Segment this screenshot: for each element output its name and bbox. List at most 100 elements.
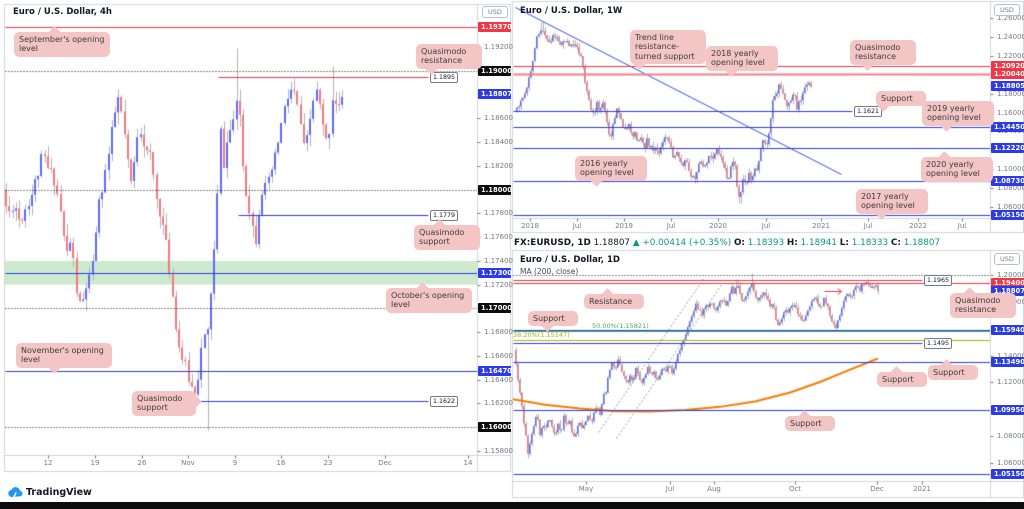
axis-level-label: 1.05150 [991, 469, 1024, 480]
axis-date-label: May [578, 485, 594, 493]
axis-price-tick: 1.10000 [997, 165, 1024, 174]
drawn-line-price-label[interactable]: 1.1495 [924, 337, 953, 349]
axis-date-label: Jul [572, 222, 582, 230]
axis-date-label: Oct [788, 485, 802, 493]
axis-price-tick: 1.12000 [997, 378, 1024, 387]
axis-price-tick: 1.06000 [997, 203, 1024, 211]
axis-price-tick: 1.16400 [484, 375, 513, 384]
callout-2016-yearly-opening-level[interactable]: 2016 yearly opening level [575, 156, 647, 187]
callout-resistance[interactable]: Resistance [584, 288, 644, 310]
axis-date-label: 2022 [909, 222, 927, 230]
callout-2018-yearly-opening-level[interactable]: 2018 yearly opening level [706, 46, 778, 77]
axis-price-tick: 1.08000 [997, 184, 1024, 193]
callout-october-s-opening-level[interactable]: October's opening level [386, 282, 472, 313]
ohlc-strip: FX:EURUSD, 1D 1.18807 ▲ +0.00414 (+0.35%… [514, 238, 940, 248]
callout-quasimodo-resistance[interactable]: Quasimodo resistance [850, 40, 916, 71]
current-price-label: 1.18807 [991, 286, 1024, 297]
drawn-line-price-label[interactable]: 1.1621 [854, 105, 883, 117]
up-arrow-icon: ▲ [632, 238, 640, 248]
cloud-icon [8, 487, 23, 498]
strip-low-label: L: [839, 238, 849, 248]
usd-axis-button[interactable]: USD [994, 253, 1020, 265]
panel-title-1w[interactable]: Euro / U.S. Dollar, 1W [520, 6, 623, 16]
axis-date-label: 2019 [615, 222, 633, 230]
axis-level-label: 1.18000 [478, 184, 512, 195]
strip-close-label: C: [890, 238, 901, 248]
axis-price-tick: 1.18400 [484, 138, 513, 147]
axis-price-tick: 1.18600 [484, 114, 513, 123]
axis-price-tick: 1.14000 [997, 351, 1024, 360]
callout-september-s-opening-level[interactable]: September's opening level [14, 26, 110, 57]
strip-open-label: O: [733, 238, 745, 248]
axis-price-tick: 1.17600 [484, 233, 513, 242]
callout-support[interactable]: Support [877, 366, 927, 388]
fib-level-label[interactable]: 38.20%(1.15147) [513, 331, 570, 340]
bottom-bar [0, 502, 1024, 509]
axis-date-label: 26 [137, 459, 147, 467]
axis-level-label: 1.08730 [991, 176, 1024, 187]
callout-support[interactable]: Support [876, 91, 926, 113]
axis-level-label: 1.17000 [478, 303, 512, 314]
axis-date-label: Jul [761, 222, 771, 230]
indicator-legend-ma200[interactable]: MA (200, close) [520, 267, 579, 276]
axis-level-label: 1.19000 [478, 66, 512, 76]
callout-support[interactable]: Support [528, 311, 578, 333]
axis-level-label: 1.20920 [991, 61, 1024, 71]
axis-date-label: 2021 [913, 485, 931, 493]
axis-level-label: 1.20040 [991, 69, 1024, 80]
callout-november-s-opening-level[interactable]: November's opening level [16, 343, 112, 374]
callout-support[interactable]: Support [785, 410, 835, 432]
strip-low: 1.18333 [851, 238, 889, 248]
axis-price-tick: 1.16800 [484, 328, 513, 337]
panel-title-4h[interactable]: Euro / U.S. Dollar, 4h [13, 7, 112, 17]
axis-date-label: 16 [276, 459, 286, 467]
axis-price-tick: 1.16200 [484, 399, 513, 408]
drawn-line-price-label[interactable]: 1.1779 [430, 209, 459, 221]
callout-trend-line-resistance-turned-sup[interactable]: Trend line resistance- turned support [630, 30, 706, 71]
usd-axis-button[interactable]: USD [994, 4, 1020, 16]
callout-quasimodo-resistance[interactable]: Quasimodo resistance [950, 287, 1016, 318]
axis-price-tick: 1.26000 [997, 14, 1024, 22]
strip-high: 1.18941 [800, 238, 837, 248]
axis-date-label: Jul [863, 222, 873, 230]
axis-level-label: 1.17300 [478, 267, 512, 278]
axis-level-label: 1.19370 [478, 22, 512, 33]
axis-level-label: 1.14450 [991, 122, 1024, 133]
callout-quasimodo-resistance[interactable]: Quasimodo resistance [416, 44, 482, 75]
drawn-line-price-label[interactable]: 1.1895 [430, 71, 459, 83]
axis-level-label: 1.12220 [991, 143, 1024, 154]
callout-quasimodo-support[interactable]: Quasimodo support [414, 219, 480, 250]
axis-level-label: 1.13490 [991, 357, 1024, 368]
drawn-line-price-label[interactable]: 1.1965 [924, 274, 953, 286]
callout-2017-yearly-opening-level[interactable]: 2017 yearly opening level [856, 189, 928, 220]
callout-support[interactable]: Support [928, 359, 978, 381]
current-price-label: 1.18805 [991, 80, 1024, 91]
axis-price-tick: 1.18200 [484, 161, 513, 170]
axis-date-label: Dec [870, 485, 884, 493]
callout-2019-yearly-opening-level[interactable]: 2019 yearly opening level [922, 101, 994, 132]
usd-axis-button[interactable]: USD [482, 6, 508, 18]
axis-price-tick: 1.16000 [997, 108, 1024, 117]
callout-2020-yearly-opening-level[interactable]: 2020 yearly opening level [921, 151, 993, 182]
axis-level-label: 1.16000 [478, 422, 512, 432]
drawn-line-price-label[interactable]: 1.1622 [430, 395, 459, 407]
axis-date-label: 2020 [709, 222, 727, 230]
logo-text: TradingView [26, 487, 92, 498]
axis-level-label: 1.05150 [991, 210, 1024, 221]
fib-level-label[interactable]: 50.00%(1.15821) [592, 322, 649, 331]
axis-price-tick: 1.06000 [997, 459, 1024, 467]
tradingview-logo[interactable]: TradingView [8, 487, 92, 498]
strip-symbol[interactable]: FX:EURUSD, 1D [514, 238, 591, 248]
axis-date-label: Jul [665, 485, 675, 493]
axis-price-tick: 1.24000 [997, 32, 1024, 41]
axis-date-label: 12 [43, 459, 53, 467]
axis-date-label: 23 [323, 459, 333, 467]
axis-level-label: 1.15940 [991, 324, 1024, 335]
axis-date-label: 9 [232, 459, 238, 467]
strip-open: 1.18393 [747, 238, 785, 248]
axis-price-tick: 1.17200 [484, 280, 513, 289]
callout-quasimodo-support[interactable]: Quasimodo support [132, 391, 202, 416]
axis-date-label: 19 [90, 459, 100, 467]
panel-title-1d[interactable]: Euro / U.S. Dollar, 1D [520, 255, 620, 265]
